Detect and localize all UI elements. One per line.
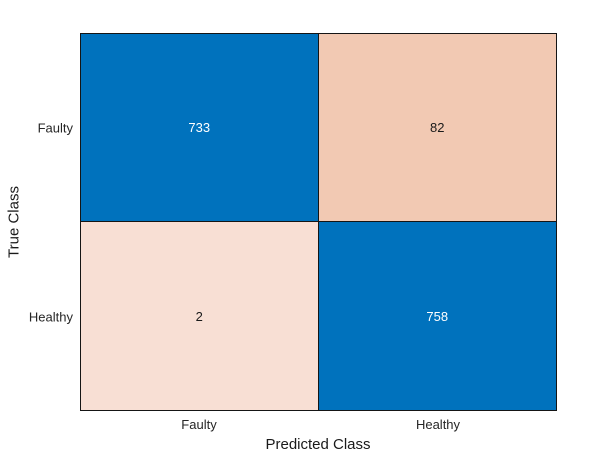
cell-value: 758 (426, 308, 449, 324)
x-tick-faulty: Faulty (181, 417, 217, 432)
confusion-matrix-grid: 733 82 2 758 (80, 33, 557, 411)
cell-true-faulty-pred-healthy: 82 (318, 34, 556, 222)
cell-value: 2 (195, 308, 203, 324)
y-axis-label: True Class (5, 186, 23, 258)
cell-true-healthy-pred-healthy: 758 (318, 222, 556, 410)
cell-true-healthy-pred-faulty: 2 (81, 222, 319, 410)
cell-value: 733 (188, 120, 211, 135)
cell-true-faulty-pred-faulty: 733 (81, 34, 319, 222)
cell-value: 82 (430, 120, 445, 135)
x-tick-healthy: Healthy (415, 417, 461, 432)
y-tick-healthy: Healthy (28, 309, 73, 325)
y-tick-faulty: Faulty (37, 120, 73, 136)
x-axis-label: Predicted Class (265, 436, 371, 453)
